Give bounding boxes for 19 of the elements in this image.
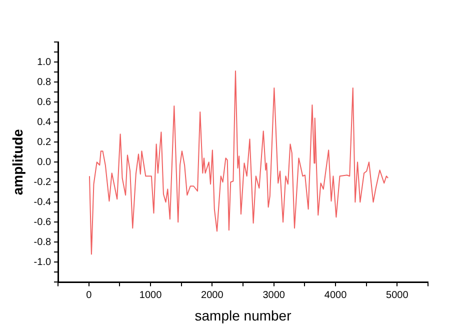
- y-tick-label: 0.8: [37, 76, 52, 88]
- y-tick-label: -0.6: [34, 216, 52, 228]
- y-tick-label: -0.8: [34, 236, 52, 248]
- x-tick-label: 1000: [139, 290, 162, 301]
- y-tick-label: 0.2: [37, 136, 52, 148]
- x-tick-label: 4000: [324, 290, 348, 301]
- x-tick-label: 5000: [386, 290, 409, 301]
- y-tick-label: 0.6: [37, 96, 52, 108]
- x-axis-title: sample number: [194, 307, 292, 324]
- y-tick-label: -1.0: [34, 256, 52, 268]
- x-tick-label: 2000: [201, 290, 224, 301]
- x-tick-label: 0: [86, 290, 92, 301]
- y-axis-title: amplitude: [9, 128, 26, 196]
- y-tick-label: -0.2: [34, 176, 52, 188]
- x-tick-label: 3000: [262, 290, 286, 301]
- y-tick-label: 0.4: [37, 116, 52, 128]
- y-tick-label: 1.0: [37, 56, 52, 68]
- y-tick-label: -0.4: [34, 196, 52, 208]
- y-tick-label: 0.0: [37, 156, 52, 168]
